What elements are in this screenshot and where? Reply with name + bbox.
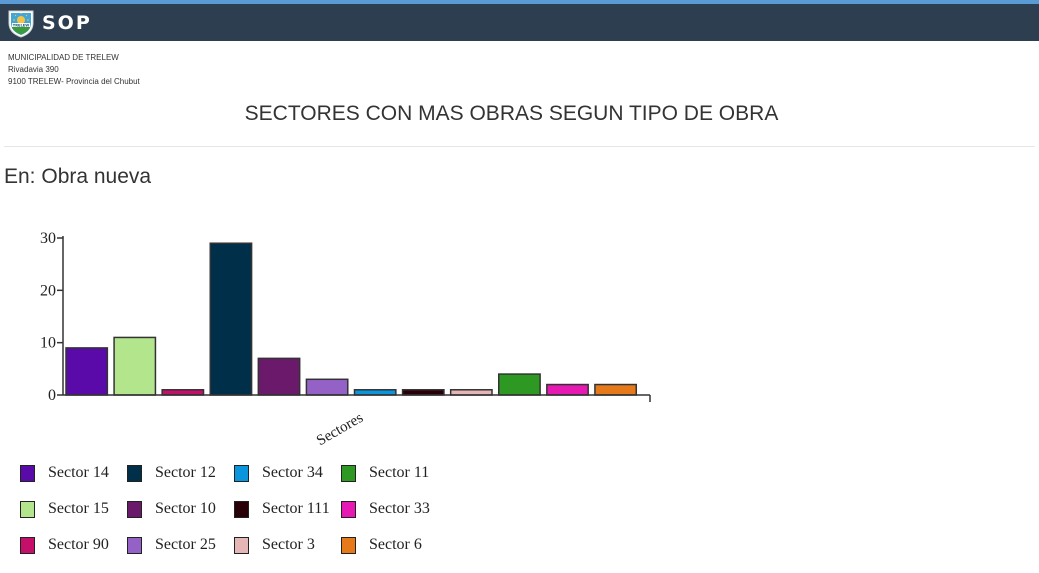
legend-item: Sector 34 bbox=[234, 462, 323, 484]
top-accent-line bbox=[0, 0, 1039, 4]
legend-label: Sector 33 bbox=[369, 500, 430, 517]
y-tick-label: 20 bbox=[40, 282, 56, 299]
bar bbox=[401, 389, 445, 396]
legend-swatch bbox=[20, 464, 35, 482]
legend-swatch bbox=[341, 500, 356, 518]
legend-label: Sector 111 bbox=[262, 500, 330, 517]
address-line: MUNICIPALIDAD DE TRELEW bbox=[8, 53, 119, 62]
legend-item: Sector 3 bbox=[234, 534, 315, 556]
legend-label: Sector 3 bbox=[262, 536, 315, 553]
y-axis: 0 10 20 30 bbox=[40, 230, 64, 404]
legend-item: Sector 90 bbox=[20, 534, 109, 556]
legend-label: Sector 34 bbox=[262, 464, 323, 481]
legend-swatch bbox=[341, 464, 356, 482]
address-line: Rivadavia 390 bbox=[8, 65, 59, 74]
legend-item: Sector 33 bbox=[341, 498, 430, 520]
legend-label: Sector 90 bbox=[48, 536, 109, 553]
legend-item: Sector 6 bbox=[341, 534, 422, 556]
legend-swatch bbox=[20, 536, 35, 554]
bar bbox=[209, 242, 253, 396]
bar bbox=[257, 357, 301, 396]
legend-item: Sector 12 bbox=[127, 462, 216, 484]
bar-chart: 0 10 20 30 Sectores bbox=[40, 230, 651, 449]
legend-swatch bbox=[127, 500, 142, 518]
bar bbox=[161, 389, 205, 396]
legend-label: Sector 15 bbox=[48, 500, 109, 517]
x-axis-label: Sectores bbox=[314, 410, 366, 449]
legend-label: Sector 6 bbox=[369, 536, 422, 553]
brand-link[interactable]: TRELEW SOP bbox=[6, 7, 92, 38]
chart-legend: Sector 14 Sector 15 Sector 90 Sector 12 Sect… bbox=[20, 462, 460, 562]
legend-item: Sector 25 bbox=[127, 534, 216, 556]
legend-swatch bbox=[127, 464, 142, 482]
bar bbox=[594, 383, 638, 396]
shield-logo-icon: TRELEW bbox=[8, 10, 34, 38]
bar bbox=[305, 378, 349, 396]
y-tick-label: 30 bbox=[40, 230, 56, 247]
legend-swatch bbox=[127, 536, 142, 554]
bar bbox=[498, 373, 541, 396]
address-block: MUNICIPALIDAD DE TRELEW Rivadavia 390 91… bbox=[8, 52, 140, 88]
legend-label: Sector 11 bbox=[369, 464, 430, 481]
legend-label: Sector 25 bbox=[155, 536, 216, 553]
navbar: TRELEW SOP bbox=[0, 4, 1039, 41]
legend-swatch bbox=[20, 500, 35, 518]
legend-label: Sector 10 bbox=[155, 500, 216, 517]
bar bbox=[353, 389, 397, 396]
legend-item: Sector 14 bbox=[20, 462, 109, 484]
divider bbox=[4, 146, 1035, 147]
legend-label: Sector 14 bbox=[48, 464, 109, 481]
bar bbox=[113, 336, 157, 396]
bar bbox=[546, 383, 589, 396]
bar bbox=[449, 389, 493, 396]
legend-swatch bbox=[234, 464, 249, 482]
page-title: SECTORES CON MAS OBRAS SEGUN TIPO DE OBR… bbox=[244, 102, 779, 125]
bar bbox=[65, 347, 109, 396]
logo-text: TRELEW bbox=[13, 23, 29, 27]
brand-name: SOP bbox=[42, 11, 92, 34]
legend-item: Sector 10 bbox=[127, 498, 216, 520]
bars-group bbox=[65, 242, 638, 396]
legend-swatch bbox=[234, 500, 249, 518]
y-tick-label: 10 bbox=[40, 335, 56, 352]
legend-swatch bbox=[341, 536, 356, 554]
x-axis bbox=[63, 394, 651, 402]
legend-label: Sector 12 bbox=[155, 464, 216, 481]
legend-swatch bbox=[234, 536, 249, 554]
legend-item: Sector 11 bbox=[341, 462, 429, 484]
address-line: 9100 TRELEW- Provincia del Chubut bbox=[8, 77, 140, 86]
y-tick-label: 0 bbox=[48, 387, 56, 404]
legend-item: Sector 15 bbox=[20, 498, 109, 520]
legend-item: Sector 111 bbox=[234, 498, 330, 520]
chart-subtitle: En: Obra nueva bbox=[4, 165, 152, 188]
